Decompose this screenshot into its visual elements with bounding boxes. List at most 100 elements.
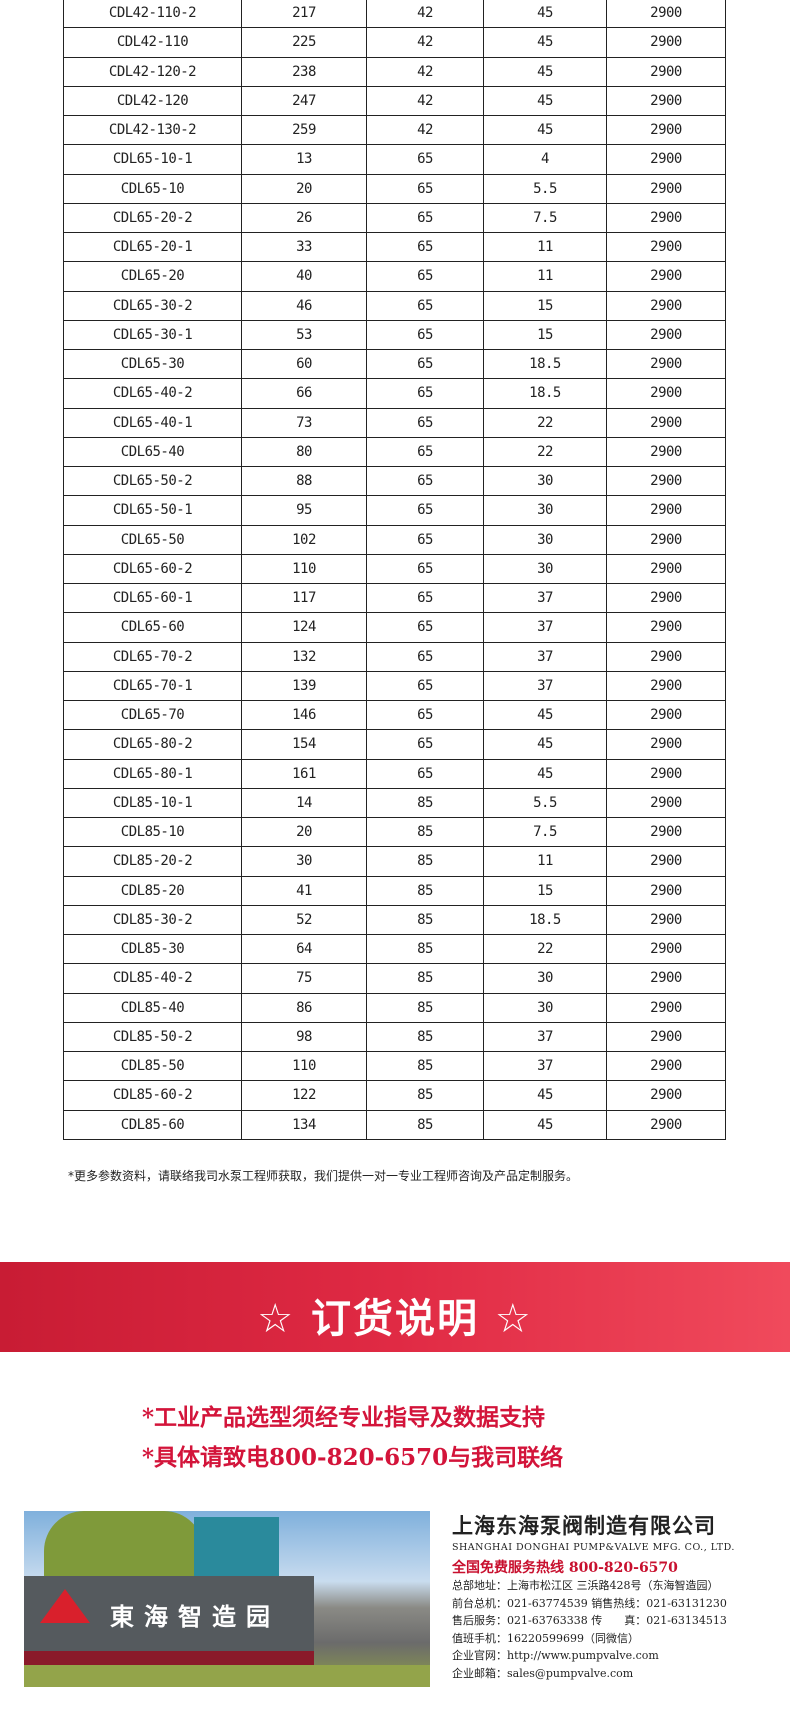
cell-model: CDL85-40-2 (63, 963, 242, 994)
cell-speed: 2900 (606, 875, 726, 906)
cell-rated-flow: 85 (366, 1021, 484, 1053)
cell-flow: 95 (241, 495, 367, 526)
cell-model: CDL85-50 (63, 1050, 242, 1082)
cell-power: 15 (483, 290, 607, 321)
cell-flow: 26 (241, 202, 367, 234)
cell-rated-flow: 65 (366, 231, 484, 263)
cell-speed: 2900 (606, 553, 726, 585)
cell-flow: 20 (241, 816, 367, 848)
cell-model: CDL65-20-1 (63, 231, 242, 263)
cell-flow: 247 (241, 85, 367, 117)
cell-flow: 110 (241, 553, 367, 585)
table-row: CDL65-70 146 65 45 2900 (63, 699, 726, 731)
cell-flow: 52 (241, 904, 367, 936)
cell-speed: 2900 (606, 436, 726, 468)
cell-speed: 2900 (606, 582, 726, 614)
cell-rated-flow: 65 (366, 436, 484, 468)
cell-rated-flow: 85 (366, 904, 484, 936)
cell-power: 30 (483, 963, 607, 994)
cell-power: 7.5 (483, 202, 607, 234)
cell-speed: 2900 (606, 758, 726, 789)
cell-rated-flow: 85 (366, 933, 484, 965)
banner-title: ☆ 订货说明 ☆ (257, 1296, 533, 1342)
cell-rated-flow: 65 (366, 465, 484, 497)
cell-power: 45 (483, 729, 607, 760)
cell-power: 45 (483, 85, 607, 117)
table-row: CDL42-130-2 259 42 45 2900 (63, 114, 726, 146)
table-row: CDL65-70-1 139 65 37 2900 (63, 670, 726, 702)
cell-rated-flow: 42 (366, 85, 484, 117)
table-row: CDL42-120-2 238 42 45 2900 (63, 56, 726, 87)
cell-model: CDL85-30 (63, 933, 242, 965)
cell-flow: 64 (241, 933, 367, 965)
cell-flow: 110 (241, 1050, 367, 1082)
cell-model: CDL65-30 (63, 348, 242, 380)
table-row: CDL85-40 86 85 30 2900 (63, 992, 726, 1023)
cell-flow: 20 (241, 173, 367, 204)
table-row: CDL42-110 225 42 45 2900 (63, 27, 726, 58)
cell-model: CDL65-70-1 (63, 670, 242, 702)
cell-speed: 2900 (606, 378, 726, 409)
company-info: 上海东海泵阀制造有限公司 SHANGHAI DONGHAI PUMP&VALVE… (452, 1510, 772, 1682)
table-row: CDL85-10-1 14 85 5.5 2900 (63, 787, 726, 819)
cell-speed: 2900 (606, 992, 726, 1023)
cell-power: 11 (483, 846, 607, 877)
table-row: CDL85-10 20 85 7.5 2900 (63, 816, 726, 848)
cell-rated-flow: 65 (366, 553, 484, 585)
cell-model: CDL42-110-2 (63, 0, 242, 29)
cell-flow: 161 (241, 758, 367, 789)
table-row: CDL65-40-1 73 65 22 2900 (63, 407, 726, 438)
cell-speed: 2900 (606, 56, 726, 87)
cell-flow: 14 (241, 787, 367, 819)
cell-flow: 13 (241, 144, 367, 175)
spec-table: CDL42-110-2 217 42 45 2900 CDL42-110 225 42 45 29… (63, 0, 726, 1140)
cell-speed: 2900 (606, 465, 726, 497)
table-row: CDL65-50-1 95 65 30 2900 (63, 495, 726, 526)
cell-power: 4 (483, 144, 607, 175)
cell-power: 22 (483, 933, 607, 965)
cell-power: 11 (483, 231, 607, 263)
cell-model: CDL65-10 (63, 173, 242, 204)
cell-speed: 2900 (606, 933, 726, 965)
cell-flow: 46 (241, 290, 367, 321)
email-link[interactable]: 企业邮箱：sales@pumpvalve.com (452, 1666, 634, 1680)
cell-power: 45 (483, 1109, 607, 1140)
cell-power: 45 (483, 114, 607, 146)
cell-power: 45 (483, 56, 607, 87)
cell-speed: 2900 (606, 1021, 726, 1053)
company-photo: 東海智造园 (24, 1511, 430, 1687)
cell-rated-flow: 85 (366, 1080, 484, 1111)
cell-model: CDL65-70-2 (63, 641, 242, 672)
cell-flow: 53 (241, 319, 367, 351)
cell-power: 22 (483, 407, 607, 438)
cell-power: 5.5 (483, 173, 607, 204)
cell-rated-flow: 65 (366, 348, 484, 380)
table-row: CDL65-80-2 154 65 45 2900 (63, 729, 726, 760)
table-row: CDL65-50-2 88 65 30 2900 (63, 465, 726, 497)
cell-flow: 86 (241, 992, 367, 1023)
cell-rated-flow: 85 (366, 875, 484, 906)
mobile: 值班手机：16220599699（同微信） (452, 1631, 639, 1645)
cell-rated-flow: 85 (366, 992, 484, 1023)
hotline: 全国免费服务热线 800-820-6570 (452, 1560, 678, 1576)
table-row: CDL65-60-1 117 65 37 2900 (63, 582, 726, 614)
table-row: CDL85-50-2 98 85 37 2900 (63, 1021, 726, 1053)
cell-rated-flow: 65 (366, 144, 484, 175)
table-row: CDL65-20-1 33 65 11 2900 (63, 231, 726, 263)
cell-speed: 2900 (606, 641, 726, 672)
cell-speed: 2900 (606, 1109, 726, 1140)
website-link[interactable]: 企业官网：http://www.pumpvalve.com (452, 1649, 659, 1662)
cell-power: 45 (483, 699, 607, 731)
cell-flow: 40 (241, 261, 367, 292)
company-name: 上海东海泵阀制造有限公司 (452, 1514, 716, 1538)
cell-model: CDL65-60 (63, 612, 242, 643)
cell-flow: 98 (241, 1021, 367, 1053)
cell-rated-flow: 42 (366, 114, 484, 146)
cell-model: CDL65-80-1 (63, 758, 242, 789)
cell-model: CDL65-50-2 (63, 465, 242, 497)
cell-model: CDL65-50 (63, 524, 242, 555)
cell-speed: 2900 (606, 319, 726, 351)
cell-speed: 2900 (606, 144, 726, 175)
table-row: CDL65-30-1 53 65 15 2900 (63, 319, 726, 351)
cell-model: CDL65-40 (63, 436, 242, 468)
